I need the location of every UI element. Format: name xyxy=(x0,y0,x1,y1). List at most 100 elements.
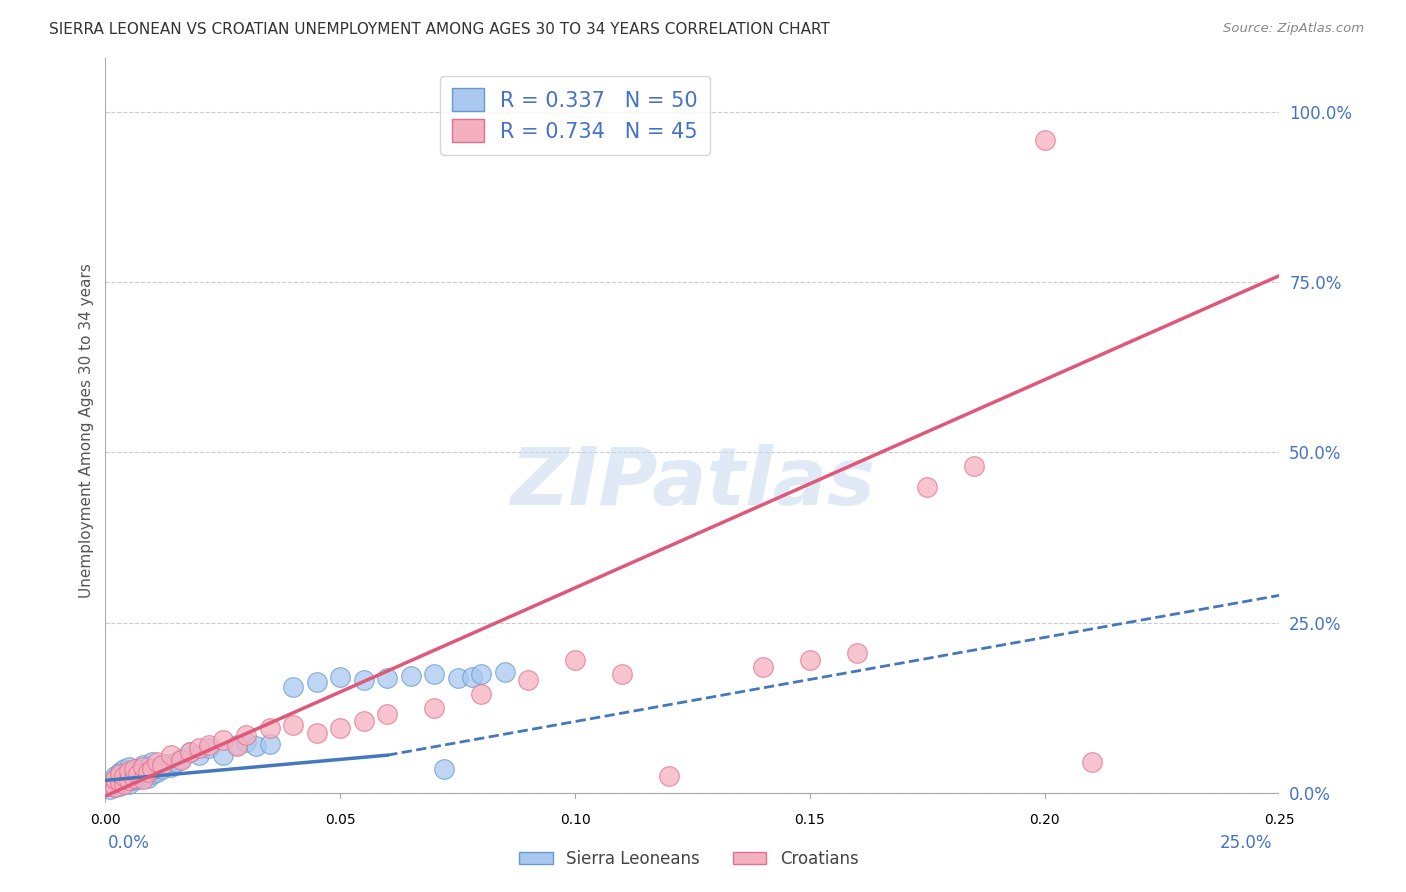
Point xyxy=(104,772,127,786)
Point xyxy=(283,680,305,694)
Point xyxy=(169,751,191,765)
Point xyxy=(226,738,249,752)
Point xyxy=(98,779,121,793)
Point xyxy=(122,762,145,776)
Point xyxy=(963,459,986,474)
Point xyxy=(845,646,868,660)
Point xyxy=(470,687,492,701)
Y-axis label: Unemployment Among Ages 30 to 34 years: Unemployment Among Ages 30 to 34 years xyxy=(79,263,94,598)
Point xyxy=(118,764,141,778)
Point xyxy=(353,673,375,688)
Point xyxy=(329,721,352,735)
Point xyxy=(259,721,281,735)
Point xyxy=(118,777,141,791)
Point xyxy=(188,748,211,763)
Point xyxy=(108,765,131,780)
Point xyxy=(108,775,131,789)
Point xyxy=(104,780,127,794)
Point xyxy=(1080,755,1102,769)
Point xyxy=(122,773,145,788)
Point xyxy=(132,758,155,772)
Point xyxy=(104,773,127,788)
Point xyxy=(112,775,135,789)
Point xyxy=(112,777,135,791)
Point xyxy=(132,772,155,786)
Point xyxy=(211,748,233,763)
Point xyxy=(179,745,201,759)
Point xyxy=(146,755,169,769)
Point xyxy=(108,766,131,780)
Text: 0.0%: 0.0% xyxy=(108,834,150,852)
Point xyxy=(423,700,446,714)
Point xyxy=(108,772,131,786)
Legend: Sierra Leoneans, Croatians: Sierra Leoneans, Croatians xyxy=(513,844,865,875)
Point xyxy=(112,771,135,785)
Point xyxy=(197,741,219,756)
Point xyxy=(305,675,328,690)
Point xyxy=(122,764,145,778)
Point xyxy=(98,777,121,791)
Point xyxy=(136,760,159,774)
Point xyxy=(98,782,121,797)
Point xyxy=(235,734,257,748)
Point xyxy=(353,714,375,728)
Point xyxy=(136,765,159,780)
Point xyxy=(1033,133,1056,147)
Point xyxy=(127,772,149,786)
Point xyxy=(470,666,492,681)
Point xyxy=(141,766,163,780)
Point xyxy=(136,771,159,785)
Point xyxy=(564,653,586,667)
Point xyxy=(118,760,141,774)
Point xyxy=(127,766,149,780)
Point xyxy=(150,758,173,772)
Point xyxy=(375,671,398,685)
Point xyxy=(141,755,163,769)
Legend: R = 0.337   N = 50, R = 0.734   N = 45: R = 0.337 N = 50, R = 0.734 N = 45 xyxy=(440,76,710,154)
Point xyxy=(188,741,211,756)
Point xyxy=(118,768,141,782)
Point xyxy=(118,773,141,788)
Text: ZIPatlas: ZIPatlas xyxy=(510,443,875,522)
Point xyxy=(375,707,398,722)
Text: Source: ZipAtlas.com: Source: ZipAtlas.com xyxy=(1223,22,1364,36)
Point xyxy=(197,738,219,752)
Point xyxy=(112,768,135,782)
Point xyxy=(160,748,183,763)
Point xyxy=(155,757,177,772)
Point xyxy=(160,760,183,774)
Point xyxy=(169,753,191,767)
Point xyxy=(305,725,328,739)
Point xyxy=(165,755,187,769)
Text: SIERRA LEONEAN VS CROATIAN UNEMPLOYMENT AMONG AGES 30 TO 34 YEARS CORRELATION CH: SIERRA LEONEAN VS CROATIAN UNEMPLOYMENT … xyxy=(49,22,830,37)
Point xyxy=(226,739,249,754)
Text: 25.0%: 25.0% xyxy=(1220,834,1272,852)
Point xyxy=(104,768,127,782)
Point xyxy=(127,762,149,776)
Point xyxy=(150,762,173,776)
Point xyxy=(132,760,155,774)
Point xyxy=(915,479,938,493)
Point xyxy=(112,762,135,776)
Point xyxy=(141,762,163,776)
Point xyxy=(104,780,127,794)
Point xyxy=(658,768,681,782)
Point xyxy=(235,728,257,742)
Point xyxy=(108,779,131,793)
Point xyxy=(399,668,422,682)
Point xyxy=(259,737,281,751)
Point xyxy=(122,771,145,785)
Point xyxy=(283,717,305,731)
Point xyxy=(517,673,540,688)
Point xyxy=(211,732,233,747)
Point xyxy=(610,666,633,681)
Point xyxy=(179,745,201,759)
Point xyxy=(461,670,484,684)
Point xyxy=(432,762,454,776)
Point xyxy=(446,671,468,685)
Point xyxy=(494,665,516,679)
Point xyxy=(752,659,775,673)
Point xyxy=(329,670,352,684)
Point xyxy=(423,666,446,681)
Point xyxy=(132,768,155,782)
